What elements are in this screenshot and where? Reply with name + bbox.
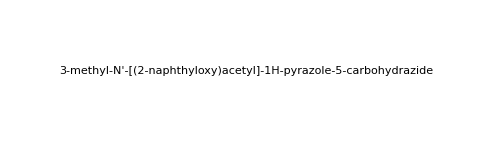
Text: 3-methyl-N'-[(2-naphthyloxy)acetyl]-1H-pyrazole-5-carbohydrazide: 3-methyl-N'-[(2-naphthyloxy)acetyl]-1H-p… [59, 66, 433, 75]
